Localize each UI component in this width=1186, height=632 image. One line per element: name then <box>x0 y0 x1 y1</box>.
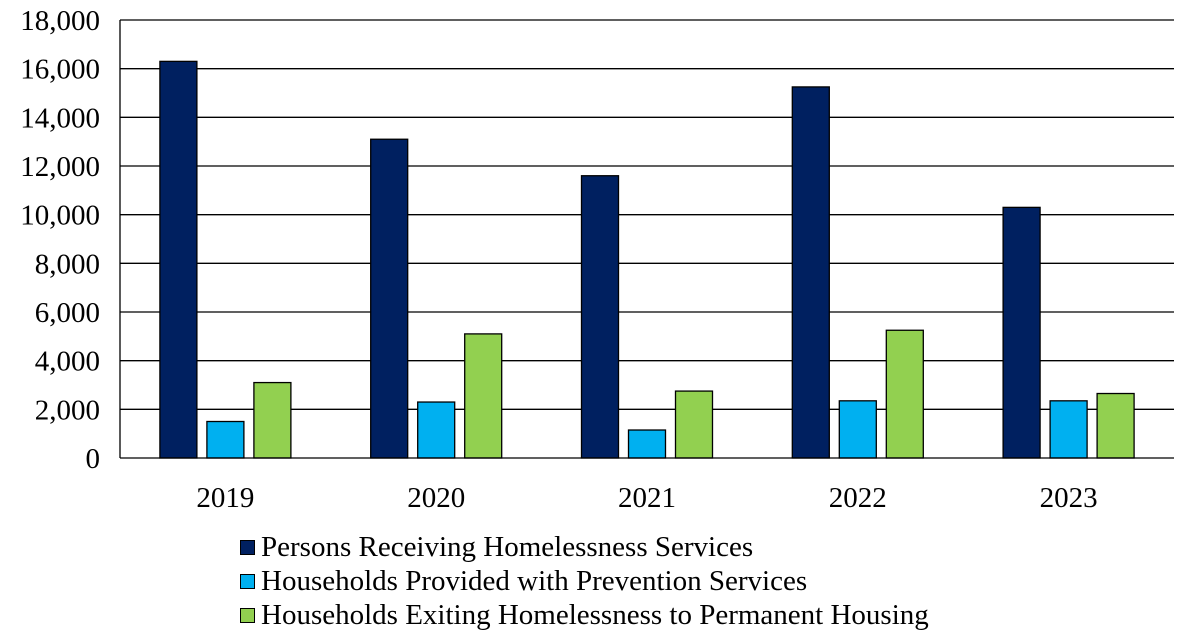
bar <box>580 175 620 459</box>
legend-item-persons-receiving-services: Persons Receiving Homelessness Services <box>240 530 929 564</box>
bar <box>885 329 924 459</box>
bar <box>464 333 503 459</box>
bar <box>674 390 714 459</box>
y-tick-label: 0 <box>86 443 101 475</box>
y-tick-label: 14,000 <box>20 102 100 134</box>
legend-label: Households Provided with Prevention Serv… <box>261 565 808 597</box>
bar <box>253 381 292 459</box>
x-tick-label: 2023 <box>1040 482 1098 514</box>
bar <box>838 400 877 459</box>
legend-swatch <box>240 539 255 555</box>
y-tick-label: 8,000 <box>35 248 100 280</box>
x-tick-label: 2020 <box>407 482 465 514</box>
y-tick-label: 12,000 <box>20 151 100 183</box>
bar <box>370 138 409 459</box>
gridlines <box>120 19 1174 410</box>
axes <box>119 20 1174 459</box>
legend-label: Households Exiting Homelessness to Perma… <box>261 599 929 631</box>
bar <box>1002 206 1041 459</box>
legend-label: Persons Receiving Homelessness Services <box>261 531 754 563</box>
x-tick-label: 2022 <box>829 482 887 514</box>
x-tick-label: 2019 <box>196 482 254 514</box>
y-tick-label: 16,000 <box>20 54 100 86</box>
y-tick-label: 4,000 <box>35 346 100 378</box>
bar <box>791 86 830 459</box>
y-tick-label: 6,000 <box>35 297 100 329</box>
x-tick-label: 2021 <box>618 482 676 514</box>
bar <box>627 429 667 459</box>
legend-item-households-exiting-homelessness: Households Exiting Homelessness to Perma… <box>240 598 929 632</box>
legend-swatch <box>240 607 255 623</box>
bar <box>1096 392 1135 459</box>
chart-plot: 0 2,000 4,000 6,000 8,000 10,000 12,000 14,000 1… <box>20 5 1174 514</box>
y-tick-label: 18,000 <box>20 5 100 37</box>
bars <box>159 60 1135 459</box>
bar <box>206 420 245 459</box>
y-tick-label: 2,000 <box>35 394 100 426</box>
legend-item-households-prevention-services: Households Provided with Prevention Serv… <box>240 564 929 598</box>
bar <box>159 60 198 459</box>
y-tick-labels: 0 2,000 4,000 6,000 8,000 10,000 12,000 14,000 1… <box>20 5 100 475</box>
bar <box>417 401 456 459</box>
legend-swatch <box>240 573 255 589</box>
y-tick-label: 10,000 <box>20 200 100 232</box>
bar <box>1049 400 1088 459</box>
legend: Persons Receiving Homelessness Services … <box>240 530 929 632</box>
x-tick-labels: 2019 2020 2021 2022 2023 <box>196 482 1097 514</box>
